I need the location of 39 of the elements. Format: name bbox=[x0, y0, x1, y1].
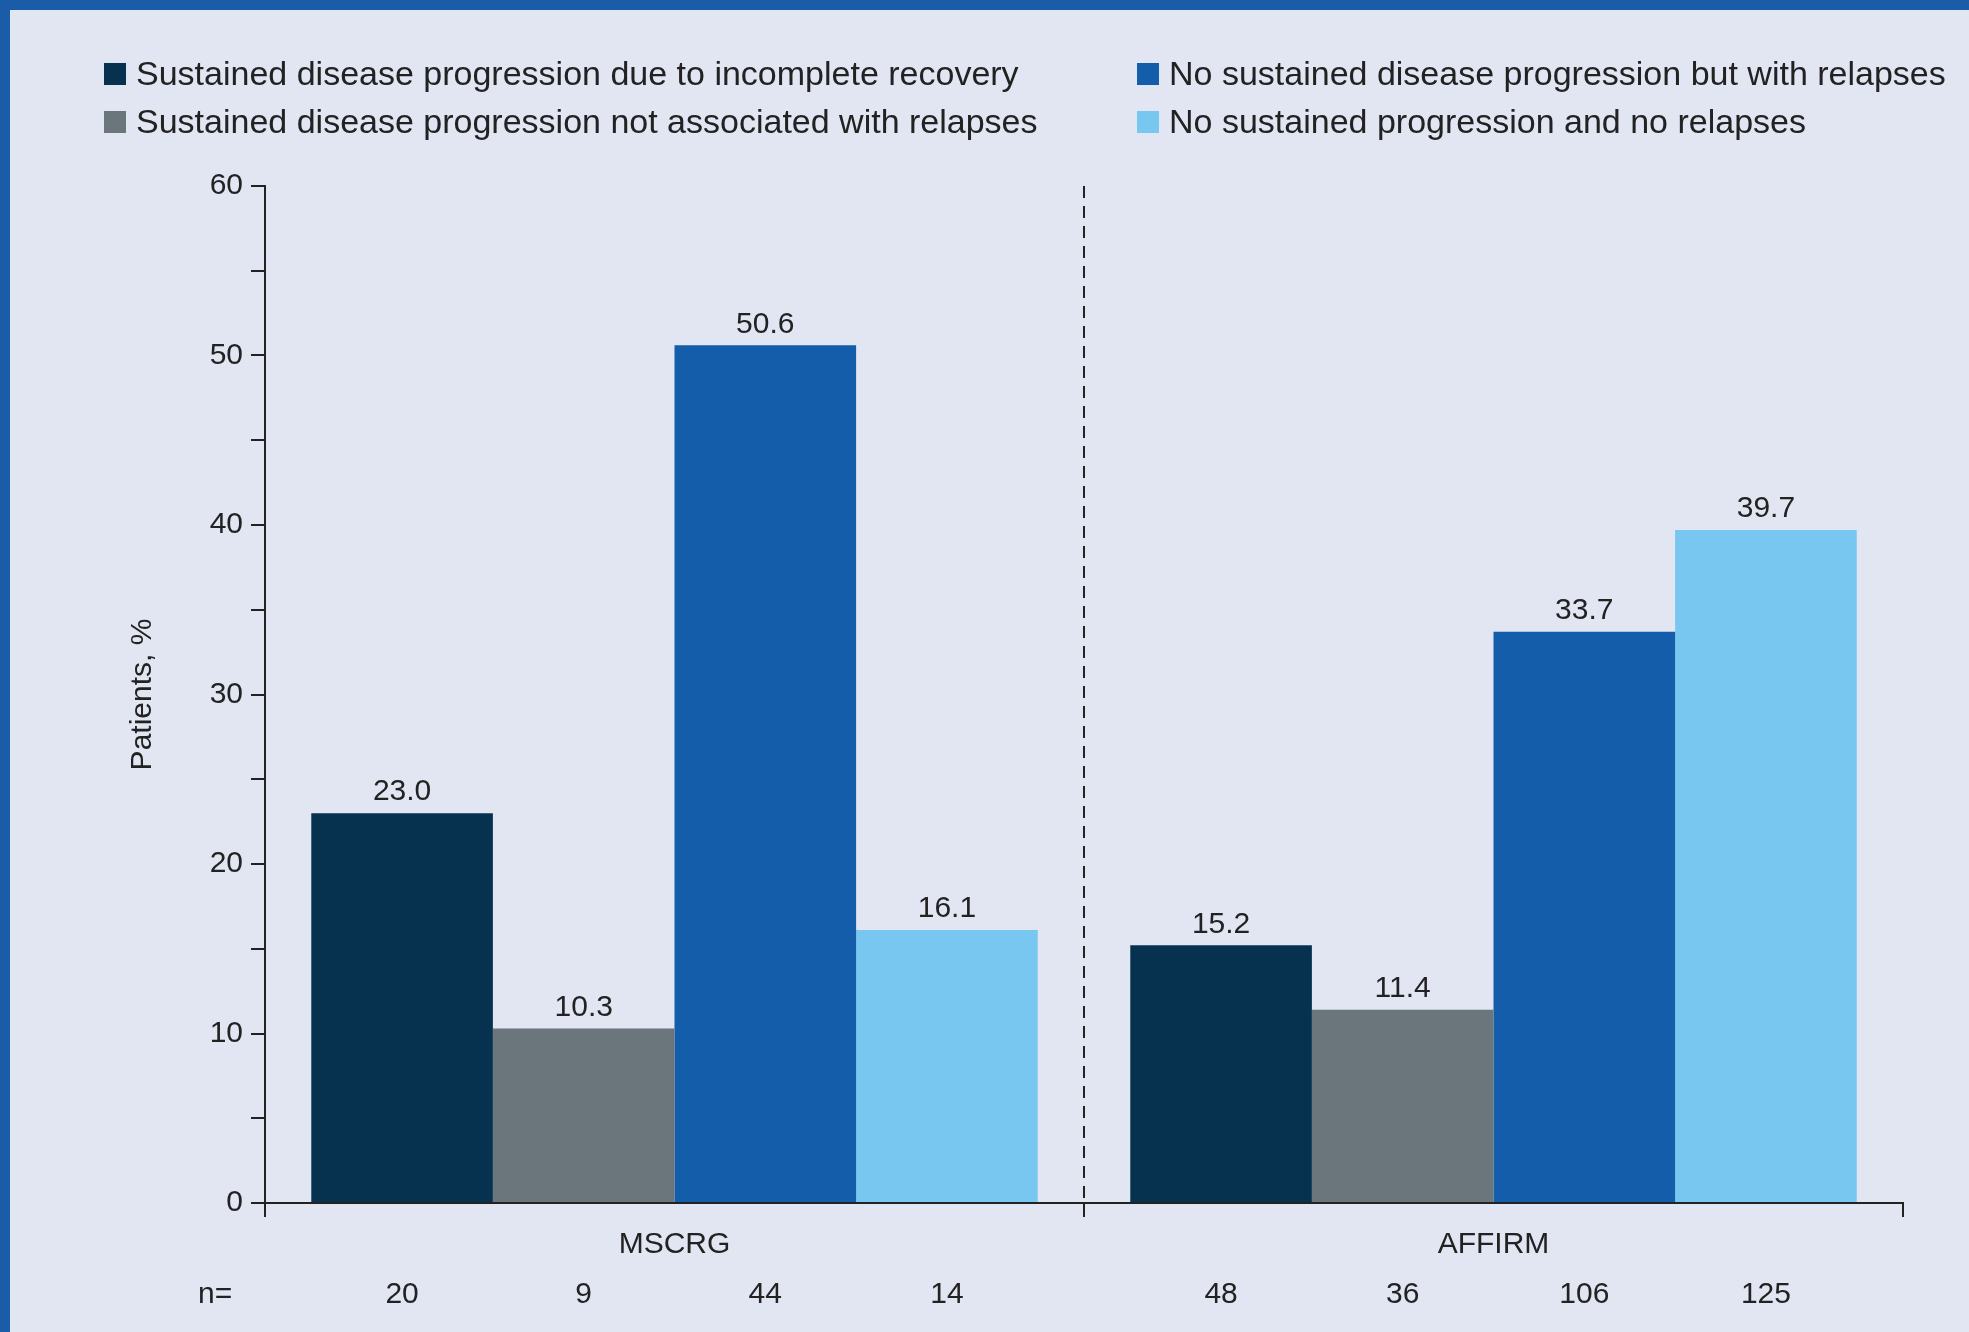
text: 14 bbox=[930, 1276, 964, 1310]
data-label: 16.1 bbox=[917, 890, 977, 924]
data-label: 33.7 bbox=[1555, 592, 1614, 626]
x-tick-label: MSCRG bbox=[618, 1226, 731, 1260]
legend-label: Sustained disease progression not associated with relapses bbox=[136, 102, 1038, 141]
bar bbox=[311, 813, 493, 1202]
text: 106 bbox=[1559, 1276, 1610, 1310]
y-tick-label: 30 bbox=[209, 675, 243, 709]
text: 36 bbox=[1386, 1276, 1420, 1310]
text: 20 bbox=[385, 1276, 419, 1310]
data-label: 50.6 bbox=[736, 305, 795, 339]
data-label: 11.4 bbox=[1374, 970, 1431, 1004]
bar bbox=[856, 930, 1038, 1202]
y-tick-label: 20 bbox=[209, 845, 243, 879]
text: 125 bbox=[1740, 1276, 1791, 1310]
data-label: 39.7 bbox=[1736, 490, 1796, 524]
y-axis-title: Patients, % bbox=[124, 618, 158, 771]
text: n= bbox=[198, 1276, 233, 1310]
y-tick-label: 0 bbox=[226, 1184, 243, 1218]
y-tick-label: 50 bbox=[209, 336, 243, 370]
bar bbox=[674, 345, 857, 1202]
x-tick-label: AFFIRM bbox=[1437, 1226, 1550, 1260]
legend-label: Sustained disease progression due to incomplete recovery bbox=[136, 54, 1019, 93]
text: 44 bbox=[748, 1276, 782, 1310]
y-tick-label: 40 bbox=[209, 506, 243, 540]
bar bbox=[1311, 1009, 1494, 1202]
data-label: 15.2 bbox=[1191, 905, 1251, 939]
bar bbox=[492, 1028, 675, 1202]
y-tick-label: 10 bbox=[209, 1014, 243, 1048]
bar bbox=[1130, 945, 1312, 1202]
text: 9 bbox=[575, 1276, 593, 1310]
legend-label: No sustained progression and no relapses bbox=[1169, 102, 1806, 141]
legend-label: No sustained disease progression but with relapses bbox=[1169, 54, 1946, 93]
text: 48 bbox=[1204, 1276, 1238, 1310]
bar bbox=[1675, 530, 1857, 1202]
y-tick-label: 60 bbox=[209, 167, 243, 201]
bar bbox=[1493, 631, 1676, 1202]
data-label: 10.3 bbox=[554, 988, 613, 1022]
data-label: 23.0 bbox=[372, 773, 432, 807]
